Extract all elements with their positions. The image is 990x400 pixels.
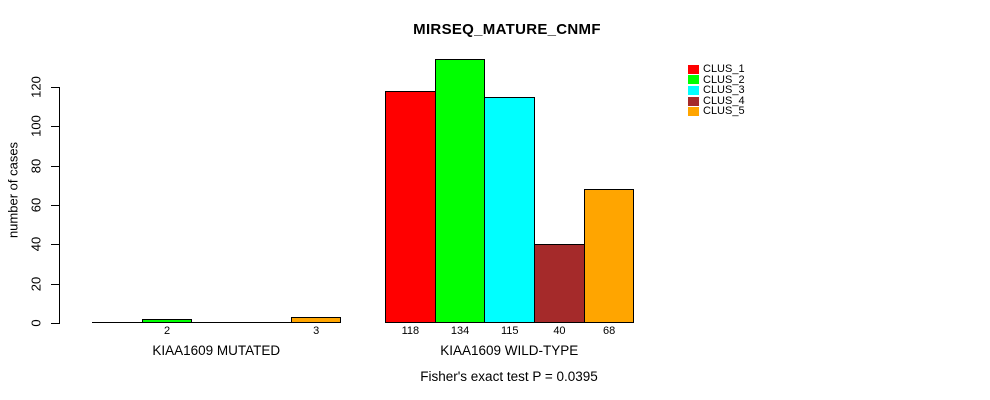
legend-item-clus_5: CLUS_5 xyxy=(688,106,745,117)
legend-item-clus_4: CLUS_4 xyxy=(688,94,745,107)
bar-value-clus_1-group2: 118 xyxy=(401,325,420,337)
y-axis-tick-label: 40 xyxy=(28,236,44,252)
legend-item-clus_1: CLUS_1 xyxy=(688,64,745,75)
y-axis-tick-label: 60 xyxy=(28,197,44,213)
chart-title: MIRSEQ_MATURE_CNMF xyxy=(413,21,601,38)
bar-value-clus_5-group1: 3 xyxy=(313,325,320,337)
bar-clus_2-group1 xyxy=(141,319,193,323)
fisher-test-note: Fisher's exact test P = 0.0395 xyxy=(420,369,598,384)
bar-value-clus_5-group2: 68 xyxy=(603,325,616,337)
y-axis-line xyxy=(59,87,61,324)
y-axis-tick xyxy=(51,244,59,246)
bar-value-clus_4-group2: 40 xyxy=(553,325,566,337)
bar-clus_2-group2 xyxy=(434,59,486,323)
legend-swatch-clus_1 xyxy=(688,64,699,74)
y-axis-tick xyxy=(51,166,59,168)
y-axis-tick xyxy=(51,323,59,325)
y-axis-tick-label: 100 xyxy=(28,115,44,137)
legend-label-clus_5: CLUS_5 xyxy=(703,105,745,118)
y-axis-tick-label: 0 xyxy=(28,319,44,327)
legend-item-clus_2: CLUS_2 xyxy=(688,73,745,86)
y-axis-tick-label: 80 xyxy=(28,158,44,174)
bar-clus_4-group1 xyxy=(241,322,292,323)
legend-swatch-clus_5 xyxy=(688,107,699,117)
x-axis-group-label-1: KIAA1609 MUTATED xyxy=(152,343,281,358)
legend-label-clus_3: CLUS_3 xyxy=(703,84,745,97)
y-axis-tick xyxy=(51,126,59,128)
bar-clus_3-group2 xyxy=(484,97,536,323)
bar-clus_3-group1 xyxy=(191,322,243,323)
bar-clus_5-group1 xyxy=(290,317,342,323)
legend-label-clus_4: CLUS_4 xyxy=(703,94,745,107)
legend-swatch-clus_2 xyxy=(688,75,699,85)
legend-swatch-clus_4 xyxy=(688,96,699,106)
y-axis-tick xyxy=(51,87,59,89)
y-axis-label: number of cases xyxy=(5,141,21,239)
bar-value-clus_2-group1: 2 xyxy=(163,325,171,337)
bar-clus_4-group2 xyxy=(534,244,585,323)
x-axis-group-label-2: KIAA1609 WILD-TYPE xyxy=(440,343,579,358)
y-axis-tick xyxy=(51,205,59,207)
y-axis-tick-label: 120 xyxy=(28,76,44,98)
legend-label-clus_1: CLUS_1 xyxy=(703,63,745,75)
bar-value-clus_2-group2: 134 xyxy=(450,325,470,337)
legend-swatch-clus_3 xyxy=(688,85,699,95)
bar-value-clus_3-group2: 115 xyxy=(500,325,519,337)
bar-clus_1-group2 xyxy=(385,91,436,323)
legend: CLUS_1 CLUS_2 CLUS_3 CLUS_4 CLUS_5 xyxy=(688,64,745,117)
legend-label-clus_2: CLUS_2 xyxy=(703,73,745,86)
y-axis-tick xyxy=(51,284,59,286)
bar-clus_1-group1 xyxy=(92,322,143,323)
legend-item-clus_3: CLUS_3 xyxy=(688,85,745,96)
bar-clus_5-group2 xyxy=(583,189,635,323)
y-axis-tick-label: 20 xyxy=(28,276,44,292)
